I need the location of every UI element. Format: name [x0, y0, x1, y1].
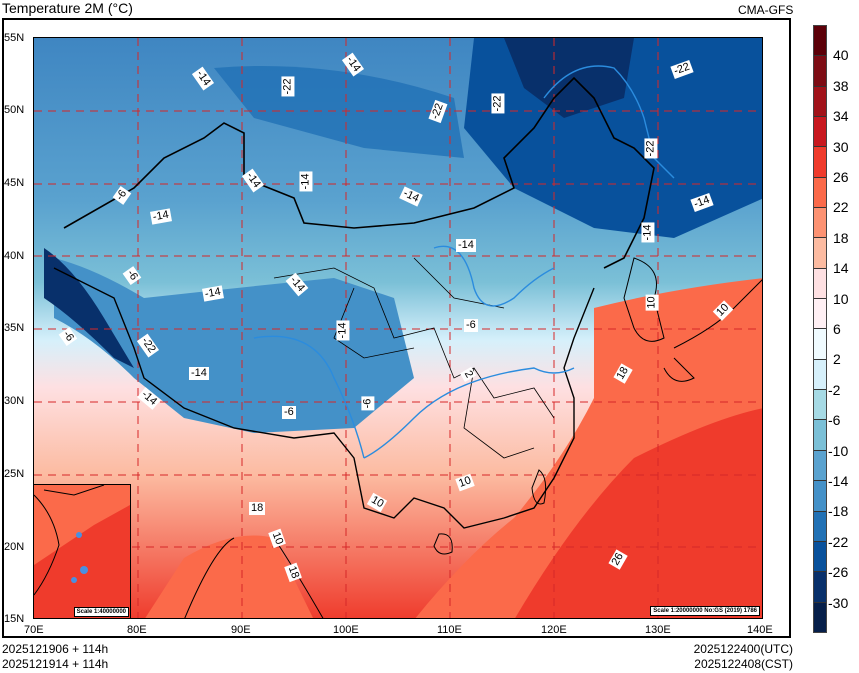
temperature-map: Scale 1:40000000 Scale 1:20000000 No:GS … [33, 37, 763, 619]
colorbar-segment [814, 329, 826, 360]
colorbar-label: 22 [833, 199, 849, 216]
lat-label: 45N [4, 177, 25, 189]
colorbar-segment [814, 208, 826, 239]
colorbar-segment [814, 450, 826, 482]
colorbar-segment [814, 359, 826, 391]
lat-label: 15N [4, 613, 25, 625]
colorbar-segment [814, 56, 826, 87]
colorbar-segment [814, 390, 826, 421]
colorbar-segment [814, 238, 826, 269]
lon-label: 80E [127, 624, 147, 636]
colorbar-segment [814, 541, 826, 573]
colorbar-segment [814, 268, 826, 300]
contour-label: 10 [645, 294, 659, 311]
colorbar-label: 40 [833, 47, 849, 64]
lat-label: 40N [4, 250, 25, 262]
lon-label: 100E [333, 624, 359, 636]
colorbar-segment [814, 572, 826, 603]
lon-label: 70E [24, 624, 44, 636]
colorbar-segment [814, 147, 826, 178]
model-source-label: CMA-GFS [738, 3, 794, 17]
contour-label: -22 [644, 138, 658, 159]
map-scale-label: Scale 1:20000000 No:GS (2019) 1786 [650, 606, 760, 616]
contour-label: -14 [456, 239, 476, 252]
map-field [34, 38, 762, 618]
colorbar-label: -30 [828, 594, 849, 611]
colorbar-label: -6 [828, 412, 841, 429]
init-time-utc: 2025121906 + 114h [2, 642, 109, 656]
contour-label: -6 [464, 319, 478, 332]
colorbar-segment [814, 602, 826, 632]
south-china-sea-inset: Scale 1:40000000 [34, 484, 131, 618]
colorbar-segment [814, 481, 826, 512]
init-time-cst: 2025121914 + 114h [2, 657, 109, 671]
colorbar-label: 6 [833, 321, 841, 337]
colorbar-label: -22 [828, 533, 849, 550]
colorbar-segment [814, 299, 826, 330]
lat-label: 35N [4, 322, 25, 334]
inset-scale-label: Scale 1:40000000 [73, 607, 129, 617]
colorbar-segment [814, 177, 826, 209]
colorbar [813, 25, 827, 633]
colorbar-label: 14 [833, 260, 849, 277]
contour-label: -22 [491, 93, 505, 114]
chart-title: Temperature 2M (°C) [2, 0, 133, 16]
colorbar-label: 34 [833, 108, 849, 125]
colorbar-segment [814, 117, 826, 148]
lon-label: 130E [645, 624, 671, 636]
colorbar-label: 18 [833, 229, 849, 246]
inset-map-field [34, 484, 130, 596]
colorbar-label: -18 [828, 503, 849, 520]
colorbar-label: 2 [833, 351, 841, 368]
colorbar-label: -10 [828, 442, 849, 459]
colorbar-label: 26 [833, 169, 849, 185]
contour-label: -14 [299, 171, 313, 192]
lon-label: 90E [231, 624, 251, 636]
contour-label: -14 [336, 320, 350, 341]
lat-label: 55N [4, 32, 25, 44]
lat-label: 20N [4, 541, 25, 553]
lat-label: 30N [4, 395, 25, 407]
colorbar-label: 10 [833, 290, 849, 307]
colorbar-segment [814, 86, 826, 118]
lon-label: 120E [541, 624, 567, 636]
contour-label: -6 [361, 396, 375, 411]
colorbar-label: 38 [833, 77, 849, 94]
colorbar-segment [814, 511, 826, 542]
contour-label: 18 [249, 502, 266, 515]
valid-time-cst: 2025122408(CST) [694, 657, 793, 671]
lon-label: 110E [437, 624, 462, 636]
lat-label: 50N [4, 104, 25, 116]
contour-label: -14 [189, 367, 209, 380]
colorbar-label: -2 [828, 381, 841, 398]
colorbar-label: -14 [828, 473, 849, 489]
colorbar-label: -26 [828, 564, 849, 581]
figure-frame [2, 18, 791, 638]
valid-time-utc: 2025122400(UTC) [693, 642, 793, 656]
contour-label: -6 [282, 406, 296, 419]
contour-label: -22 [281, 76, 295, 97]
colorbar-segment [814, 420, 826, 451]
contour-label: -14 [641, 222, 655, 243]
colorbar-segment [814, 26, 826, 57]
lat-label: 25N [4, 468, 25, 480]
colorbar-label: 30 [833, 138, 849, 155]
lon-label: 140E [747, 624, 773, 636]
